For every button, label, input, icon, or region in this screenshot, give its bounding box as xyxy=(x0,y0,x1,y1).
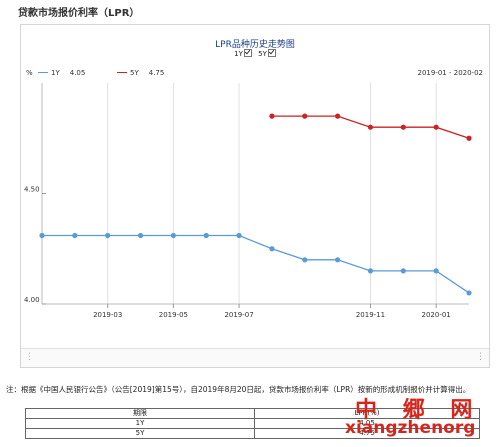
x-tick-label: 2019-07 xyxy=(224,311,253,319)
scroll-right-handle[interactable]: ⋮ xyxy=(476,352,485,362)
data-point-5y xyxy=(400,124,406,130)
series-5y-name: 5Y xyxy=(130,69,139,77)
footnote: 注：根据《中国人民银行公告》（公告[2019]第15号），自2019年8月20日… xyxy=(6,385,471,394)
series-1y-latest: 4.05 xyxy=(69,69,86,77)
y-axis-unit: % xyxy=(26,69,33,77)
table-cell-term: 5Y xyxy=(25,428,255,439)
chart-panel: LPR品种历史走势图 1Y 5Y % 1Y 4.05 5Y 4.75 2019-01… xyxy=(20,24,490,368)
data-point-1y xyxy=(203,232,209,239)
scroll-left-handle[interactable]: ⋮ xyxy=(25,352,34,362)
data-point-5y xyxy=(433,124,439,130)
x-tick-label: 2019-05 xyxy=(159,311,188,319)
series-1y-info: 1Y 4.05 xyxy=(38,69,85,77)
data-point-1y xyxy=(466,290,472,296)
chart-title: LPR品种历史走势图 xyxy=(215,40,295,50)
table-header-term: 期限 xyxy=(25,408,255,419)
x-tick-label: 2019-03 xyxy=(93,311,122,319)
lpr-line-chart: 4.00 4.50 2019-03 2019-05 2019-07 2019-11 2020… xyxy=(24,83,472,319)
data-point-1y xyxy=(269,246,275,252)
data-point-5y xyxy=(302,113,308,119)
watermark-en: xiangzhenorg xyxy=(345,418,476,438)
data-point-5y xyxy=(367,124,374,130)
data-point-1y xyxy=(39,232,45,239)
data-point-1y xyxy=(302,257,308,263)
y-tick-label: 4.50 xyxy=(24,186,40,194)
chart-info-row: % 1Y 4.05 5Y 4.75 2019-01 - 2020-02 xyxy=(21,69,489,81)
data-point-5y xyxy=(269,113,275,119)
series-1y-name: 1Y xyxy=(51,69,60,77)
checkbox-5y[interactable] xyxy=(267,49,276,57)
series-5y-info: 5Y 4.75 xyxy=(117,69,164,77)
data-point-1y xyxy=(236,232,242,239)
series-5y-latest: 4.75 xyxy=(148,69,165,77)
page-title: 贷款市场报价利率（LPR） xyxy=(18,8,140,19)
data-point-1y xyxy=(105,232,111,239)
table-row: 5Y 4.75 xyxy=(25,428,480,439)
data-point-1y xyxy=(433,268,439,274)
table-cell-term: 1Y xyxy=(25,418,255,429)
chart-scroll-area[interactable]: ⋮ ⋮ xyxy=(21,348,489,367)
lpr-table: 期限 LPR(%) 1Y 4.05 5Y 4.75 xyxy=(25,408,480,439)
site-watermark-logo: 中 郷 网 xiangzhenorg xyxy=(345,392,490,444)
date-range: 2019-01 - 2020-02 xyxy=(417,69,483,77)
data-point-1y xyxy=(335,257,341,263)
data-point-1y xyxy=(400,268,406,274)
toggle-5y[interactable]: 5Y xyxy=(258,49,276,58)
table-cell-rate: 4.75 xyxy=(254,428,480,439)
toggle-5y-label: 5Y xyxy=(258,50,267,58)
watermark-cn: 中 郷 网 xyxy=(355,397,482,423)
data-point-5y xyxy=(466,135,472,141)
data-point-1y xyxy=(72,232,78,239)
data-point-1y xyxy=(170,232,176,239)
x-tick-label: 2019-11 xyxy=(356,311,385,319)
checkbox-1y[interactable] xyxy=(243,49,252,57)
y-tick-label: 4.00 xyxy=(24,296,40,304)
data-point-5y xyxy=(335,113,341,119)
series-1y-swatch xyxy=(38,72,48,73)
series-line-1y xyxy=(42,234,470,294)
series-toggle-legend: 1Y 5Y xyxy=(21,49,489,58)
x-tick-label: 2020-01 xyxy=(422,311,451,319)
data-point-1y xyxy=(367,268,374,274)
data-point-1y xyxy=(137,232,144,239)
toggle-1y-label: 1Y xyxy=(234,50,243,58)
toggle-1y[interactable]: 1Y xyxy=(234,49,252,58)
series-5y-swatch xyxy=(117,72,127,73)
